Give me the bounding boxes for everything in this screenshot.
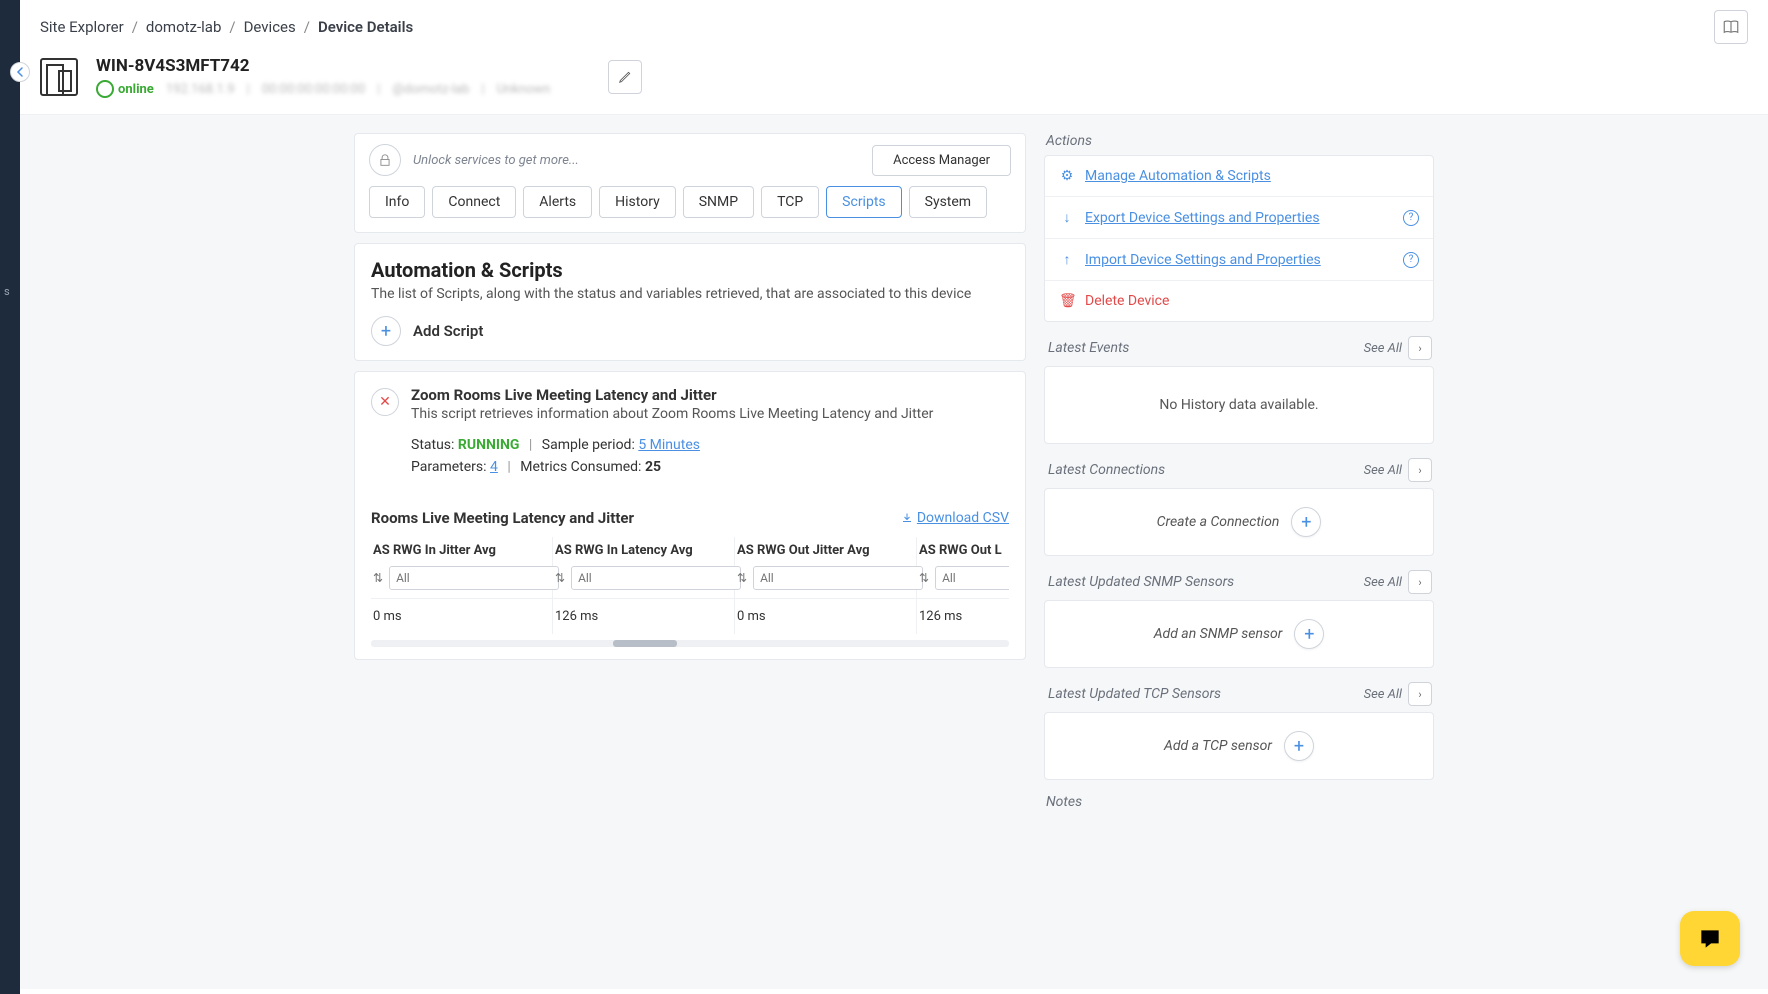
script-description: This script retrieves information about …: [411, 406, 933, 422]
table-cell: 0 ms: [735, 598, 916, 634]
table-cell: 0 ms: [371, 598, 552, 634]
table-column: AS RWG Out L ⇅ 126 ms: [917, 537, 1009, 634]
sample-period-label: Sample period:: [542, 437, 635, 453]
sidebar-expand-toggle[interactable]: [10, 62, 30, 82]
column-filter-input[interactable]: [389, 566, 559, 590]
status-value: RUNNING: [458, 437, 519, 453]
sort-icon[interactable]: ⇅: [373, 571, 383, 585]
latest-connections-title: Latest Connections: [1046, 462, 1165, 478]
plus-icon: +: [1294, 619, 1324, 649]
notes-section-title: Notes: [1044, 794, 1434, 810]
metrics-consumed-label: Metrics Consumed:: [520, 459, 641, 475]
table-column: AS RWG In Jitter Avg ⇅ 0 ms: [371, 537, 553, 634]
automation-title: Automation & Scripts: [371, 258, 1009, 282]
column-header: AS RWG Out L: [917, 537, 1009, 566]
sort-icon[interactable]: ⇅: [555, 571, 565, 585]
help-icon[interactable]: ?: [1403, 252, 1419, 268]
metrics-consumed-value: 25: [645, 459, 661, 475]
table-column: AS RWG Out Jitter Avg ⇅ 0 ms: [735, 537, 917, 634]
metrics-table-title: Rooms Live Meeting Latency and Jitter: [371, 509, 634, 527]
chevron-right-icon[interactable]: ›: [1408, 458, 1432, 482]
see-all-tcp[interactable]: See All: [1364, 687, 1402, 702]
gear-icon: ⚙: [1059, 168, 1075, 184]
action-delete-device[interactable]: 🗑 Delete Device: [1045, 281, 1433, 321]
see-all-events[interactable]: See All: [1364, 341, 1402, 356]
chat-support-button[interactable]: [1680, 911, 1740, 966]
device-mac: 00:00:00:00:00:00: [262, 82, 365, 97]
column-filter-input[interactable]: [571, 566, 741, 590]
breadcrumb-lab[interactable]: domotz-lab: [146, 18, 221, 36]
device-name: WIN-8V4S3MFT742: [96, 56, 550, 76]
breadcrumb-site-explorer[interactable]: Site Explorer: [40, 18, 124, 36]
column-header: AS RWG Out Jitter Avg: [735, 537, 916, 566]
tab-scripts[interactable]: Scripts: [826, 186, 901, 218]
plus-icon: +: [1284, 731, 1314, 761]
add-script-button[interactable]: + Add Script: [355, 302, 1025, 360]
device-ip: 192.168.1.9: [166, 82, 235, 97]
add-script-label: Add Script: [413, 322, 483, 340]
tab-history[interactable]: History: [599, 186, 676, 218]
table-cell: 126 ms: [553, 598, 734, 634]
collapsed-sidebar: s: [0, 0, 20, 994]
tab-system[interactable]: System: [909, 186, 987, 218]
tab-snmp[interactable]: SNMP: [683, 186, 754, 218]
device-type-icon: [40, 58, 78, 96]
lock-services-text: Unlock services to get more...: [413, 153, 860, 168]
lock-icon: [369, 144, 401, 176]
breadcrumb-devices[interactable]: Devices: [244, 18, 296, 36]
download-icon: ↓: [1059, 209, 1075, 226]
chevron-right-icon[interactable]: ›: [1408, 570, 1432, 594]
plus-icon: +: [371, 316, 401, 346]
chevron-right-icon[interactable]: ›: [1408, 336, 1432, 360]
status-label: Status:: [411, 437, 454, 453]
help-icon[interactable]: ?: [1403, 210, 1419, 226]
device-unknown: Unknown: [497, 82, 551, 97]
column-header: AS RWG In Jitter Avg: [371, 537, 552, 566]
table-horizontal-scrollbar[interactable]: [371, 640, 1009, 647]
parameters-value[interactable]: 4: [490, 459, 498, 475]
docs-icon[interactable]: [1714, 10, 1748, 44]
add-tcp-sensor-button[interactable]: Add a TCP sensor +: [1044, 712, 1434, 780]
latest-events-title: Latest Events: [1046, 340, 1129, 356]
plus-icon: +: [1291, 507, 1321, 537]
download-csv-link[interactable]: Download CSV: [901, 510, 1009, 526]
see-all-connections[interactable]: See All: [1364, 463, 1402, 478]
create-connection-button[interactable]: Create a Connection +: [1044, 488, 1434, 556]
tab-alerts[interactable]: Alerts: [523, 186, 592, 218]
column-filter-input[interactable]: [935, 566, 1009, 590]
tab-tcp[interactable]: TCP: [761, 186, 819, 218]
chevron-right-icon[interactable]: ›: [1408, 682, 1432, 706]
device-online-status: online: [96, 80, 154, 98]
script-name: Zoom Rooms Live Meeting Latency and Jitt…: [411, 386, 933, 404]
events-empty-state: No History data available.: [1044, 366, 1434, 444]
tab-connect[interactable]: Connect: [432, 186, 516, 218]
upload-icon: ↑: [1059, 251, 1075, 268]
sidebar-hint-letter: s: [4, 285, 10, 298]
breadcrumb-current: Device Details: [318, 18, 413, 36]
actions-section-title: Actions: [1044, 133, 1434, 149]
see-all-snmp[interactable]: See All: [1364, 575, 1402, 590]
access-manager-button[interactable]: Access Manager: [872, 145, 1011, 176]
parameters-label: Parameters:: [411, 459, 487, 475]
table-column: AS RWG In Latency Avg ⇅ 126 ms: [553, 537, 735, 634]
edit-device-button[interactable]: [608, 60, 642, 94]
add-snmp-sensor-button[interactable]: Add an SNMP sensor +: [1044, 600, 1434, 668]
trash-icon: 🗑: [1059, 293, 1075, 309]
action-export-settings[interactable]: ↓ Export Device Settings and Properties …: [1045, 197, 1433, 239]
latest-tcp-title: Latest Updated TCP Sensors: [1046, 686, 1221, 702]
action-manage-automation[interactable]: ⚙ Manage Automation & Scripts: [1045, 156, 1433, 197]
action-import-settings[interactable]: ↑ Import Device Settings and Properties …: [1045, 239, 1433, 281]
breadcrumb: Site Explorer / domotz-lab / Devices / D…: [40, 18, 413, 36]
sample-period-value[interactable]: 5 Minutes: [638, 437, 700, 453]
sort-icon[interactable]: ⇅: [919, 571, 929, 585]
device-site: @domotz-lab: [392, 82, 469, 97]
latest-snmp-title: Latest Updated SNMP Sensors: [1046, 574, 1234, 590]
automation-subtitle: The list of Scripts, along with the stat…: [371, 286, 1009, 302]
tab-info[interactable]: Info: [369, 186, 425, 218]
column-header: AS RWG In Latency Avg: [553, 537, 734, 566]
table-cell: 126 ms: [917, 598, 1009, 634]
column-filter-input[interactable]: [753, 566, 923, 590]
remove-script-button[interactable]: ✕: [371, 388, 399, 416]
sort-icon[interactable]: ⇅: [737, 571, 747, 585]
